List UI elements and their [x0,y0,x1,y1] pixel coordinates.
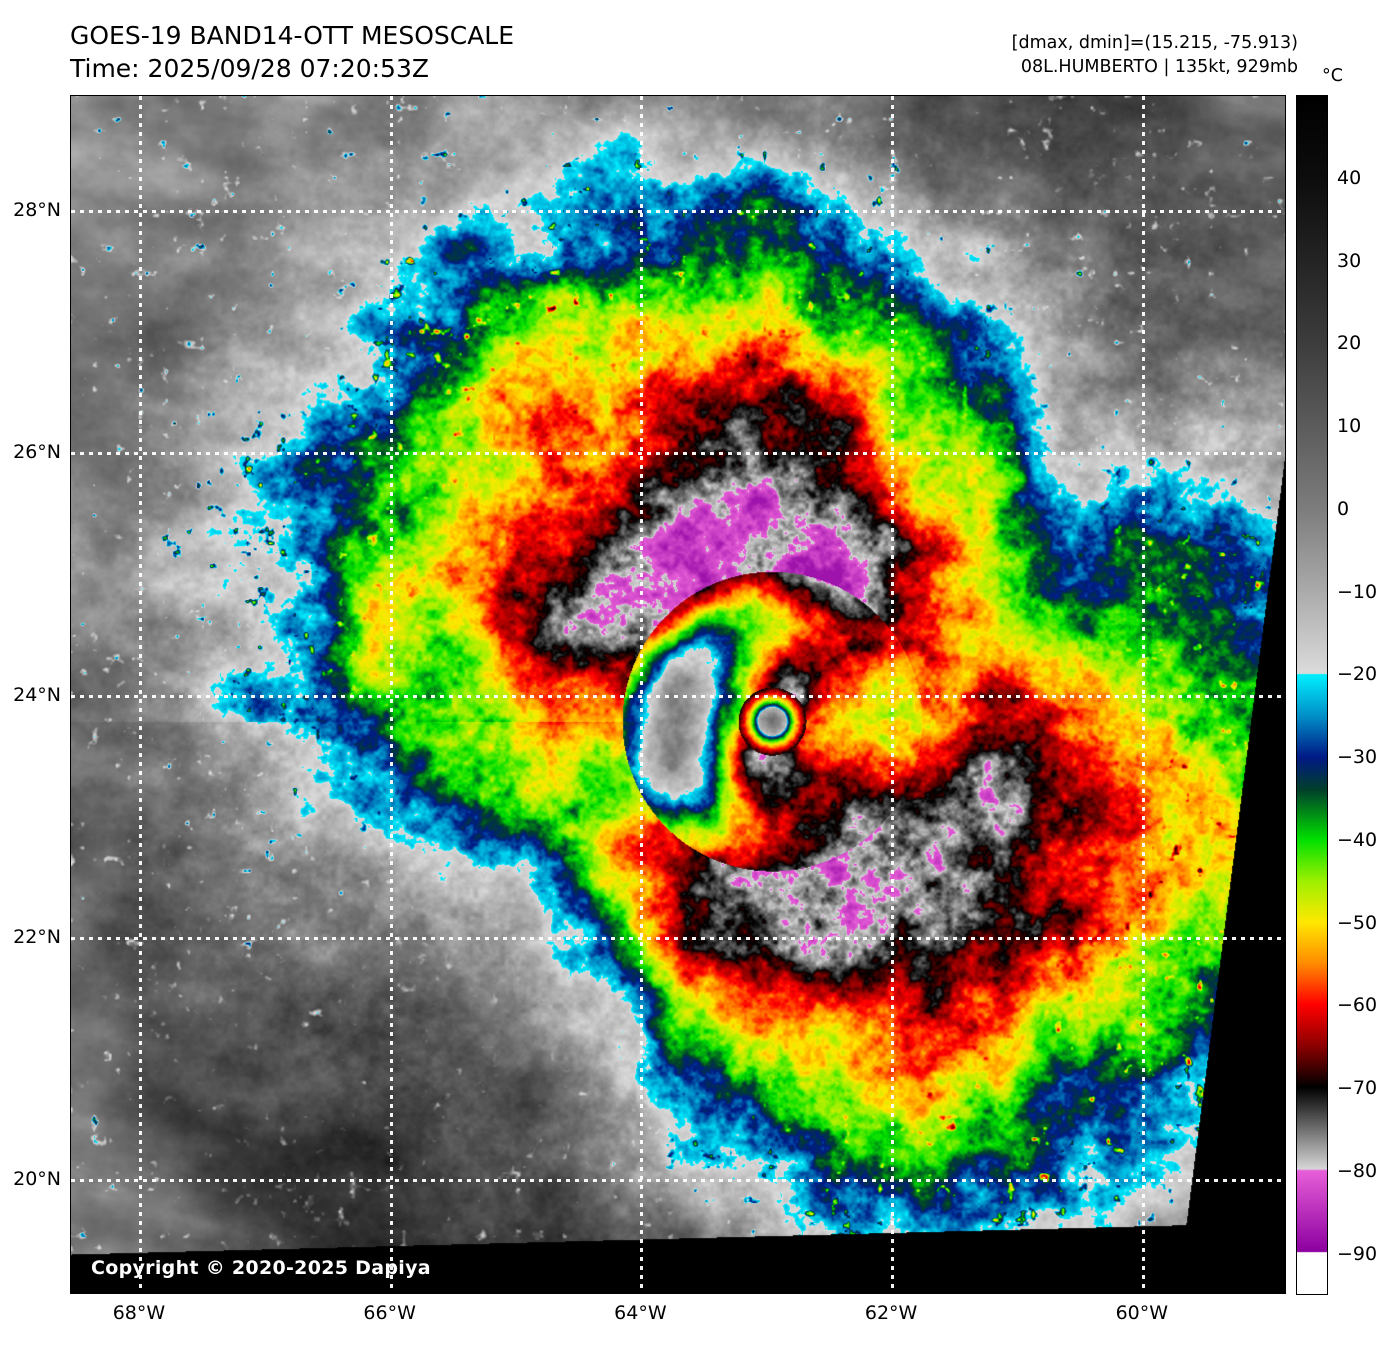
colorbar-tick--60: −60 [1337,994,1378,1017]
y-axis-tick-28°N: 28°N [13,199,61,222]
x-axis-tick-66°W: 66°W [363,1302,416,1324]
page-title: GOES-19 BAND14-OTT MESOSCALE Time: 2025/… [70,20,514,85]
y-axis-tick-20°N: 20°N [13,1167,61,1190]
colorbar-tick--10: −10 [1337,580,1378,603]
data-range-label: [dmax, dmin]=(15.215, -75.913) [1011,33,1298,53]
product-title: GOES-19 BAND14-OTT MESOSCALE [70,21,515,50]
colorbar-tick--70: −70 [1337,1077,1378,1100]
colorbar-tick-0: 0 [1337,497,1350,520]
x-axis-tick-64°W: 64°W [614,1302,667,1324]
temperature-colorbar [1296,95,1328,1295]
colorbar-tick--30: −30 [1337,746,1378,769]
y-axis-tick-26°N: 26°N [13,441,61,464]
infrared-brightness-temperature-map [71,96,1285,1293]
colorbar-tick-40: 40 [1337,166,1362,189]
y-axis-tick-24°N: 24°N [13,683,61,706]
colorbar-tick-10: 10 [1337,415,1362,438]
colorbar-tick--40: −40 [1337,828,1378,851]
colorbar-tick-30: 30 [1337,249,1362,272]
x-axis-tick-60°W: 60°W [1115,1302,1169,1324]
storm-info-label: 08L.HUMBERTO | 135kt, 929mb [1020,56,1298,77]
colorbar-gradient [1297,96,1327,1294]
colorbar-tick--50: −50 [1337,911,1378,934]
x-axis-tick-62°W: 62°W [864,1302,918,1324]
satellite-imagery-panel[interactable]: Copyright © 2020-2025 Dapiya [70,95,1286,1294]
colorbar-tick-20: 20 [1337,332,1362,355]
observation-time: Time: 2025/09/28 07:20:53Z [70,53,429,83]
y-axis-tick-22°N: 22°N [13,925,61,948]
copyright-notice: Copyright © 2020-2025 Dapiya [91,1257,431,1279]
colorbar-tick--80: −80 [1337,1159,1378,1182]
colorbar-tick--20: −20 [1337,663,1378,686]
colorbar-unit-label: °C [1322,66,1343,86]
colorbar-tick--90: −90 [1337,1242,1378,1265]
metadata-block: [dmax, dmin]=(15.215, -75.913) 08L.HUMBE… [1012,32,1298,79]
x-axis-tick-68°W: 68°W [112,1302,166,1324]
